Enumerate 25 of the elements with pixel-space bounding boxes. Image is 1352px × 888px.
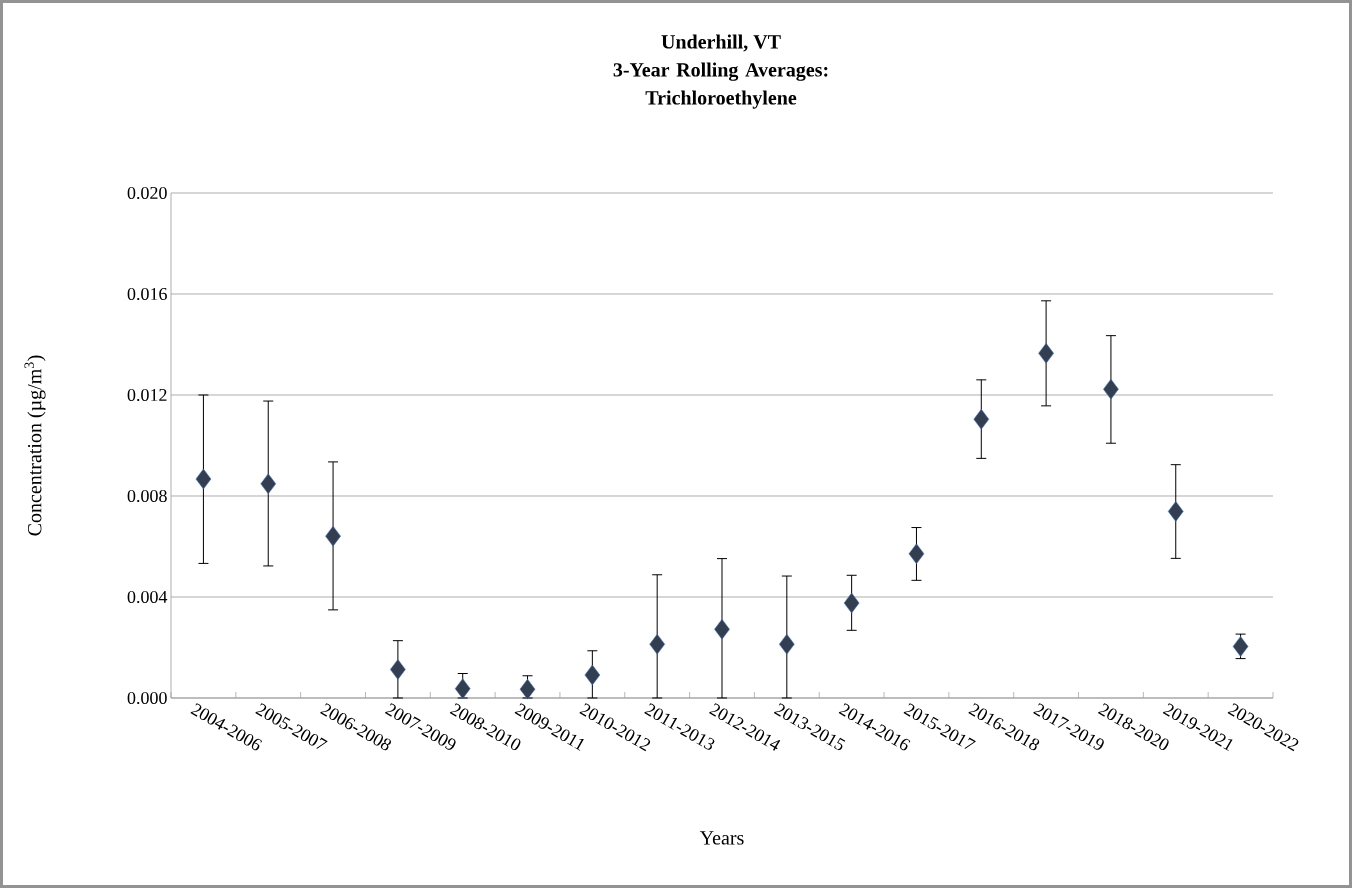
point bbox=[1103, 378, 1119, 400]
y-tick-label: 0.000 bbox=[127, 691, 167, 705]
y-tick-label: 0.016 bbox=[127, 287, 167, 301]
point bbox=[649, 633, 665, 655]
point bbox=[195, 468, 212, 490]
point bbox=[714, 619, 730, 640]
point bbox=[454, 678, 471, 699]
y-tick-label: 0.008 bbox=[127, 489, 167, 503]
point bbox=[908, 543, 925, 565]
point bbox=[584, 664, 601, 686]
point bbox=[325, 525, 341, 547]
chart-subtitle: 3-Year Rolling Averages: Trichloroethylene bbox=[613, 62, 828, 109]
point bbox=[843, 592, 860, 614]
y-tick-label: 0.020 bbox=[127, 186, 167, 200]
y-axis-title: Concentration (µg/m$^{3}$) bbox=[24, 355, 46, 536]
point bbox=[1038, 343, 1054, 364]
point bbox=[1167, 501, 1184, 522]
x-axis-title: Years bbox=[699, 831, 744, 845]
y-tick-label: 0.012 bbox=[127, 388, 167, 402]
point bbox=[390, 659, 406, 680]
point bbox=[779, 633, 795, 655]
point bbox=[260, 473, 277, 495]
point bbox=[973, 408, 990, 430]
y-tick-label: 0.004 bbox=[127, 590, 168, 604]
chart-title: Underhill, VT bbox=[661, 34, 781, 52]
